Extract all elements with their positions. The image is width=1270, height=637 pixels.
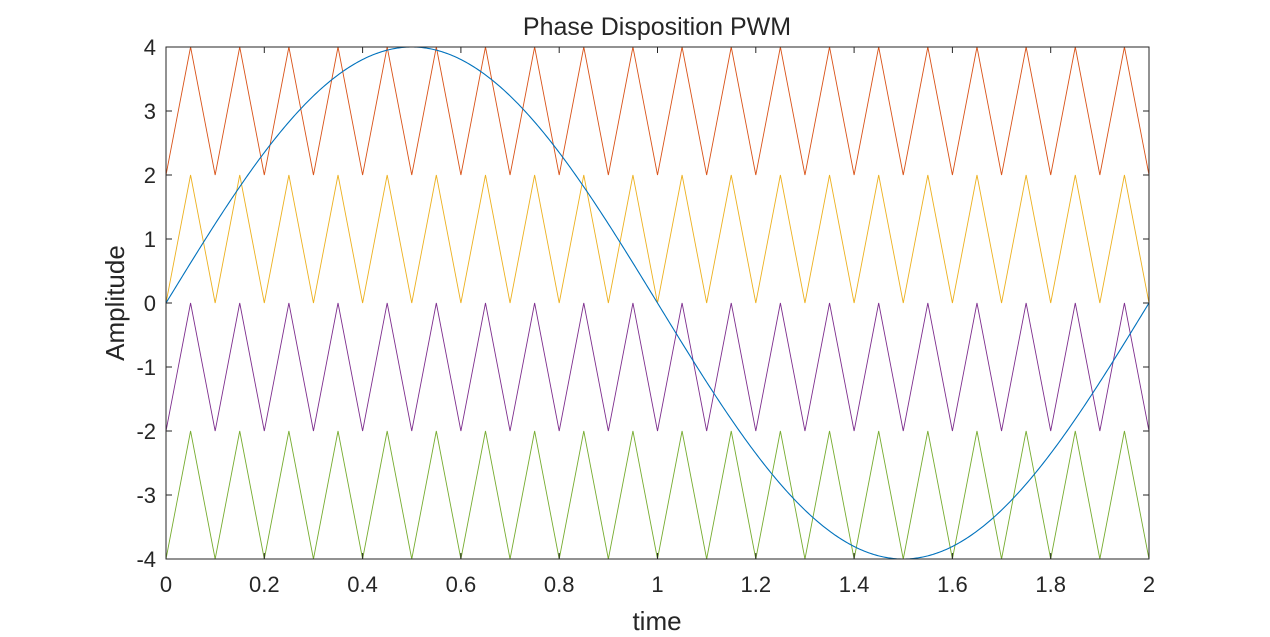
- triangle-carrier-line-0: [166, 46, 1149, 176]
- x-tick-label: 0: [160, 572, 172, 597]
- y-axis: 4 3 2 1 0 -1 -2 -3 -4: [136, 35, 1149, 572]
- x-tick-label: 2: [1143, 572, 1155, 597]
- y-axis-label: Amplitude: [100, 245, 130, 361]
- chart-title: Phase Disposition PWM: [523, 13, 791, 41]
- y-tick-label: 0: [144, 291, 156, 316]
- x-tick-label: 0.2: [249, 572, 280, 597]
- sine-reference-line-4: [166, 46, 1149, 560]
- x-tick-label: 1: [651, 572, 663, 597]
- y-tick-label: -1: [136, 355, 156, 380]
- x-tick-label: 1.8: [1035, 572, 1066, 597]
- x-tick-label: 1.6: [937, 572, 968, 597]
- y-tick-label: -3: [136, 483, 156, 508]
- x-tick-label: 0.6: [446, 572, 477, 597]
- y-tick-label: 4: [144, 35, 156, 60]
- x-tick-label: 0.4: [347, 572, 378, 597]
- y-tick-label: 2: [144, 163, 156, 188]
- y-tick-label: 3: [144, 99, 156, 124]
- x-tick-label: 1.4: [839, 572, 870, 597]
- triangle-carrier-line-2: [166, 302, 1149, 432]
- x-axis-label: time: [632, 606, 681, 636]
- series-layer: [166, 46, 1149, 560]
- x-tick-label: 1.2: [741, 572, 772, 597]
- y-tick-label: -4: [136, 547, 156, 572]
- x-axis: 0 0.2 0.4 0.6 0.8 1 1.2 1.4 1.6 1.8 2: [160, 47, 1155, 597]
- y-tick-label: 1: [144, 227, 156, 252]
- x-tick-label: 0.8: [544, 572, 575, 597]
- y-tick-label: -2: [136, 419, 156, 444]
